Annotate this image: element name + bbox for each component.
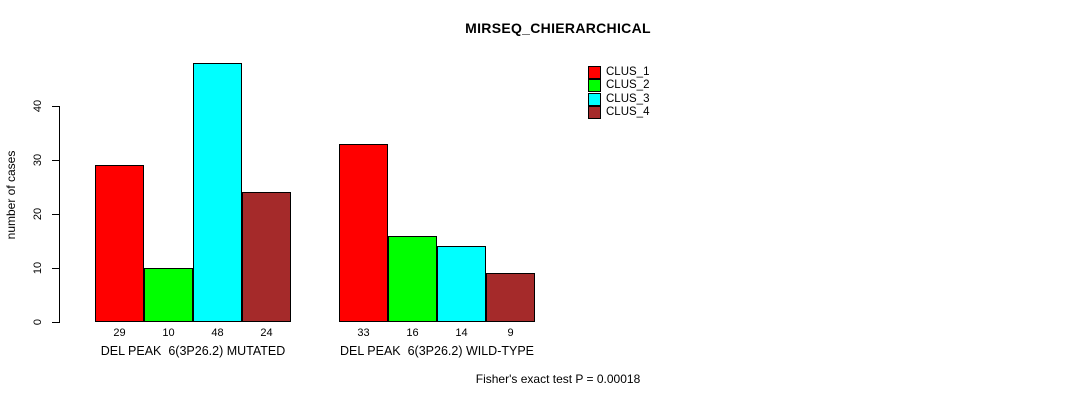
legend-swatch-icon — [588, 92, 601, 106]
y-axis-tick — [52, 214, 59, 215]
legend-label: CLUS_2 — [606, 79, 650, 92]
bar-clus_3-group1 — [193, 62, 242, 322]
bar-value-label: 10 — [162, 327, 175, 339]
fisher-test-annotation: Fisher's exact test P = 0.00018 — [475, 372, 641, 386]
legend-label: CLUS_1 — [606, 66, 650, 78]
legend-swatch-icon — [588, 79, 601, 93]
bar-value-label: 48 — [211, 327, 224, 339]
legend-label: CLUS_4 — [606, 105, 650, 118]
y-axis-tick-label: 40 — [32, 99, 44, 113]
bar-value-label: 14 — [455, 327, 468, 339]
bar-value-label: 33 — [357, 327, 370, 339]
bar-clus_2-group1 — [144, 268, 193, 322]
bar-clus_3-group2 — [437, 246, 486, 322]
bar-clus_4-group2 — [486, 273, 535, 322]
legend-swatch-icon — [588, 66, 601, 79]
bar-value-label: 9 — [507, 327, 514, 339]
y-axis-tick-label: 0 — [32, 318, 44, 326]
bar-clus_4-group1 — [242, 192, 291, 322]
y-axis-tick — [52, 322, 59, 323]
bar-clus_2-group2 — [388, 235, 437, 322]
category-label: DEL PEAK 6(3P26.2) WILD-TYPE — [339, 344, 535, 358]
y-axis-tick-label: 30 — [32, 153, 44, 167]
bar-value-label: 16 — [406, 327, 419, 339]
chart-title: MIRSEQ_CHIERARCHICAL — [465, 20, 651, 36]
y-axis-tick — [52, 106, 59, 107]
y-axis-tick — [52, 160, 59, 161]
category-label: DEL PEAK 6(3P26.2) MUTATED — [100, 344, 286, 358]
bar-clus_1-group2 — [339, 143, 388, 322]
y-axis-label: number of cases — [4, 150, 18, 240]
bar-value-label: 24 — [260, 327, 273, 339]
bar-clus_1-group1 — [95, 165, 144, 322]
bar-value-label: 29 — [113, 327, 126, 339]
y-axis-tick-label: 20 — [32, 207, 44, 221]
y-axis-tick — [52, 268, 59, 269]
y-axis-line — [59, 106, 60, 323]
legend-swatch-icon — [588, 105, 601, 119]
legend-label: CLUS_3 — [606, 92, 650, 105]
y-axis-tick-label: 10 — [32, 261, 44, 275]
